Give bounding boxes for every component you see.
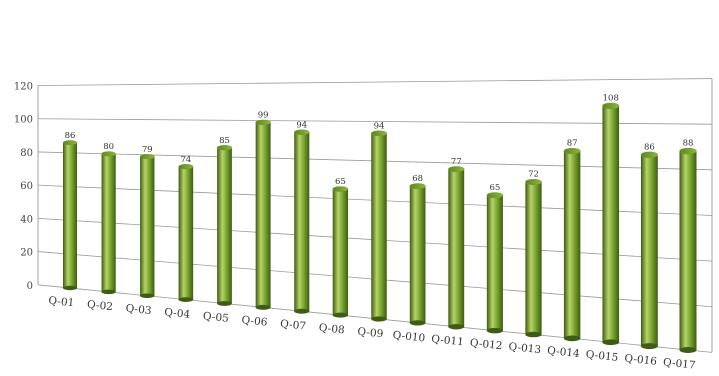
x-tick-label: Q-06 [241,314,268,329]
bar [563,147,581,342]
x-tick-label: Q-010 [392,329,426,344]
x-tick-label: Q-011 [431,333,465,348]
y-axis-ticks: 0 20 40 60 80 100 120 [14,82,33,292]
bar [139,154,155,299]
x-tick-label: Q-013 [508,341,542,356]
y-tick-label: 120 [14,82,33,93]
data-label: 77 [451,157,462,167]
x-tick-label: Q-07 [280,318,307,333]
data-label: 80 [103,142,114,152]
data-label: 86 [65,131,76,141]
data-label: 87 [567,139,578,149]
x-tick-label: Q-017 [662,356,696,371]
data-label: 85 [219,136,230,146]
x-tick-label: Q-04 [164,306,191,321]
bar [62,140,78,291]
data-label: 88 [683,139,694,149]
y-tick-label: 40 [20,214,33,225]
bar [525,178,542,338]
x-tick-label: Q-014 [547,345,581,360]
x-tick-label: Q-01 [48,295,75,310]
bar [101,151,116,295]
data-labels: 86 80 79 74 85 99 94 65 94 68 77 65 72 87 108 86 88 [65,93,694,193]
data-label: 65 [335,177,346,187]
x-tick-label: Q-02 [86,299,113,314]
x-tick-label: Q-015 [585,349,619,364]
bar [293,129,310,314]
y-tick-label: 100 [14,115,33,126]
data-label: 65 [489,183,500,193]
y-tick-label: 0 [27,281,33,292]
x-tick-label: Q-05 [202,310,229,325]
bar [679,147,697,353]
x-tick-label: Q-09 [357,326,384,341]
bar [602,102,620,346]
y-tick-label: 80 [20,148,33,159]
gridline [37,78,713,86]
data-label: 94 [374,121,385,131]
data-label: 86 [644,142,655,152]
x-tick-label: Q-012 [469,337,503,352]
x-axis-categories: Q-01 Q-02 Q-03 Q-04 Q-05 Q-06 Q-07 Q-08 Q-09 Q-01… [48,295,696,372]
y-tick-label: 60 [20,181,33,192]
data-label: 74 [180,155,191,165]
data-label: 108 [603,93,619,103]
data-label: 68 [412,174,423,184]
data-label: 72 [528,170,539,180]
bar [640,151,659,350]
bars [62,102,697,353]
bar [371,130,387,322]
bar [448,166,465,330]
bar [178,164,194,302]
bar [409,183,426,326]
x-tick-label: Q-03 [125,302,152,317]
data-label: 94 [296,120,307,130]
x-tick-label: Q-016 [624,352,658,367]
data-label: 99 [258,110,269,120]
gridline [37,118,713,125]
data-label: 79 [142,145,153,155]
bar [216,145,233,306]
x-tick-label: Q-08 [318,322,345,337]
bar [255,119,271,310]
bar [332,186,349,318]
bar [486,192,504,334]
y-tick-label: 20 [20,248,33,259]
